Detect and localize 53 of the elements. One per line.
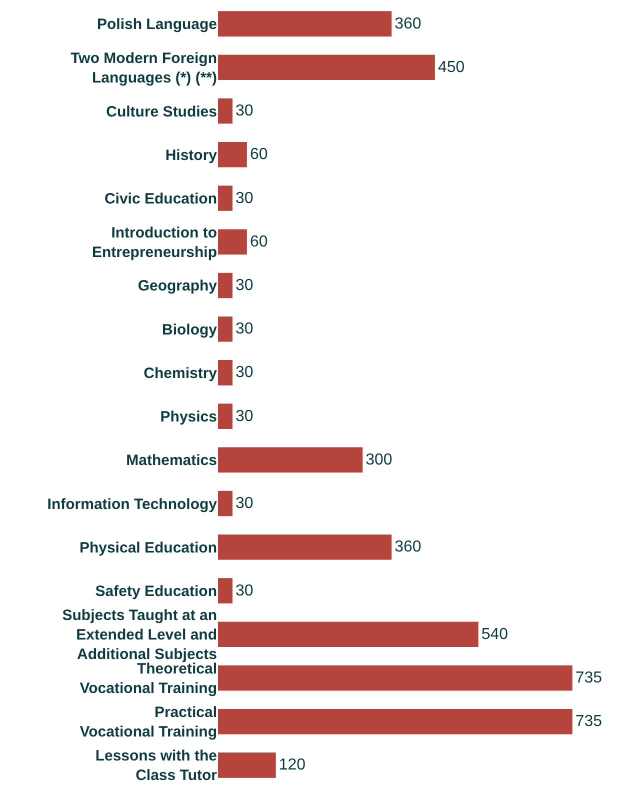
bar — [218, 404, 232, 429]
data-label: 540 — [481, 626, 508, 643]
data-label: 30 — [235, 102, 254, 120]
data-label: 450 — [438, 58, 465, 76]
bar — [218, 708, 572, 734]
y-tick-label: History — [165, 146, 218, 164]
data-label: 360 — [394, 15, 422, 32]
bar — [218, 665, 572, 691]
data-label: 360 — [394, 538, 422, 556]
y-tick-label: Safety Education — [95, 583, 217, 600]
data-label: 30 — [235, 408, 254, 425]
y-tick-label: Introduction to Entrepreneurship — [92, 224, 217, 261]
data-label: 60 — [250, 146, 268, 164]
data-label: 30 — [235, 276, 254, 294]
y-tick-label: Polish Language — [96, 16, 217, 34]
data-label: 30 — [235, 495, 254, 512]
bar — [218, 54, 435, 80]
data-label: 30 — [235, 364, 254, 382]
bar — [218, 622, 478, 648]
y-tick-label: Physics — [160, 408, 217, 426]
y-tick-label: Culture Studies — [106, 103, 217, 120]
bar — [218, 534, 392, 560]
bar — [218, 272, 232, 298]
bar — [218, 578, 232, 604]
data-label: 30 — [235, 320, 254, 338]
y-tick-label: Mathematics — [126, 452, 217, 470]
data-label: 300 — [366, 451, 392, 468]
bar — [218, 11, 392, 36]
y-tick-label: Geography — [138, 278, 218, 295]
y-tick-label: Biology — [162, 321, 218, 338]
data-label: 60 — [250, 233, 268, 250]
bar — [218, 447, 363, 473]
bar — [218, 752, 276, 778]
bar — [218, 229, 247, 255]
y-tick-label: Two Modern Foreign Languages (*) (**) — [70, 50, 217, 86]
bar — [218, 360, 232, 386]
bar — [218, 142, 247, 168]
y-tick-label: Physical Education — [79, 539, 217, 556]
data-label: 735 — [575, 669, 602, 686]
y-tick-label: Practical Vocational Training — [80, 704, 217, 741]
y-tick-label: Information Technology — [47, 496, 218, 513]
data-label: 735 — [575, 713, 602, 730]
data-label: 120 — [278, 756, 306, 774]
data-label: 30 — [235, 190, 254, 207]
y-tick-label: Chemistry — [144, 364, 218, 382]
bar — [218, 316, 232, 342]
bar — [218, 186, 232, 211]
y-tick-label: Lessons with the Class Tutor — [95, 748, 218, 784]
y-tick-label: Subjects Taught at an Extended Level and Additional Subjects — [62, 607, 217, 664]
data-label: 30 — [235, 582, 254, 600]
bar — [218, 98, 232, 124]
y-tick-label: Civic Education — [104, 190, 217, 208]
bar — [218, 490, 232, 516]
